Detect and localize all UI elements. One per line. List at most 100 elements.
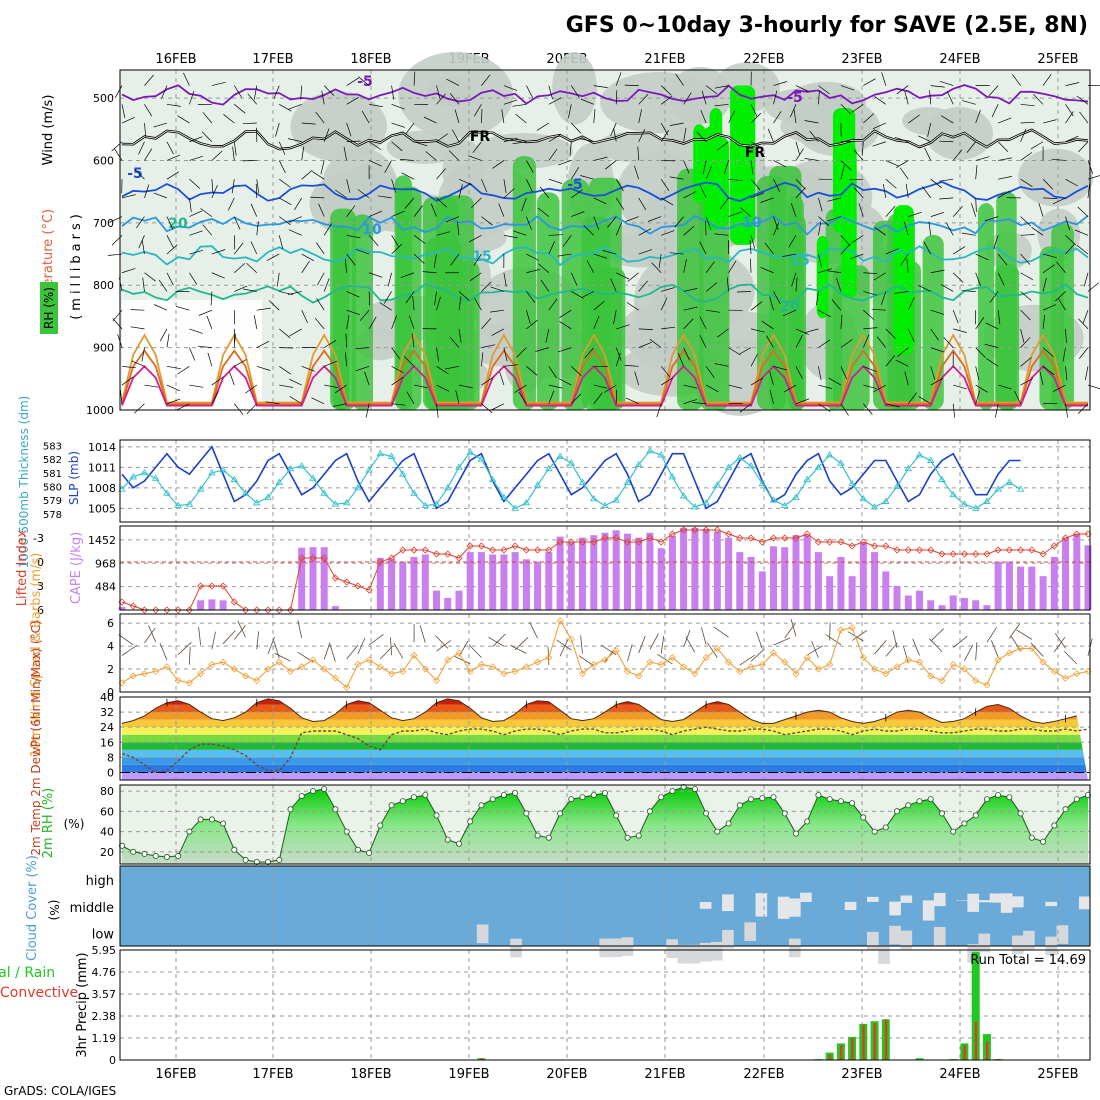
upper-air-panel: -5FR-5101520-5FR-51015205006007008009001… bbox=[86, 51, 1100, 441]
wind-barb bbox=[750, 353, 758, 367]
thickness-point bbox=[286, 464, 295, 472]
wind-barb bbox=[503, 347, 508, 362]
wind-barb bbox=[276, 272, 280, 287]
cape-bar bbox=[331, 606, 339, 610]
wind-barb bbox=[1065, 135, 1079, 143]
cape-bar bbox=[601, 532, 609, 610]
precip-conv-bar bbox=[974, 1021, 978, 1060]
rh-bright-core bbox=[717, 137, 729, 228]
rh-gray-patch bbox=[600, 71, 718, 134]
wind-barb bbox=[683, 259, 687, 273]
wind-speed-point bbox=[477, 660, 486, 669]
wind-barb bbox=[863, 327, 878, 330]
rh-point bbox=[455, 840, 462, 847]
wind-barb bbox=[660, 178, 670, 191]
surface-wind-barb bbox=[885, 642, 898, 657]
wind-barb bbox=[265, 401, 280, 405]
lifted-index-point bbox=[545, 546, 553, 554]
wind-barb bbox=[153, 192, 168, 199]
wind-barb bbox=[434, 291, 437, 306]
wind-barb bbox=[930, 366, 936, 380]
wind-barb bbox=[539, 186, 550, 199]
rh-bright-core bbox=[730, 85, 756, 245]
wind-barb bbox=[548, 366, 557, 379]
thickness-point bbox=[612, 496, 621, 503]
panel-frame bbox=[119, 439, 1091, 523]
rh-point bbox=[725, 820, 732, 827]
cloud-low-clear bbox=[688, 944, 701, 964]
top-date-labels: 16FEB17FEB18FEB19FEB20FEB21FEB22FEB23FEB… bbox=[155, 52, 1078, 67]
wind-barb bbox=[256, 307, 271, 311]
wind-barb bbox=[1020, 272, 1033, 281]
wind-barb bbox=[714, 233, 729, 236]
cloud-mid-clear bbox=[789, 898, 801, 917]
cloud-low-clear bbox=[1012, 935, 1024, 955]
cape-bar bbox=[1062, 537, 1069, 610]
wind-barb bbox=[568, 104, 572, 119]
rh-point bbox=[264, 859, 271, 866]
wind-barb bbox=[234, 359, 247, 367]
wind-barb bbox=[436, 366, 449, 375]
lifted-index-point bbox=[298, 554, 306, 562]
thickness-point bbox=[938, 475, 946, 483]
rh-point bbox=[388, 802, 395, 809]
wind-barb bbox=[384, 291, 392, 304]
contour-label: 15 bbox=[472, 249, 491, 265]
slp-tick-label: 1005 bbox=[88, 502, 116, 515]
wind-barb bbox=[593, 109, 596, 124]
thickness-point bbox=[994, 485, 1002, 492]
wind-barb bbox=[1042, 253, 1057, 259]
wind-barb bbox=[548, 85, 553, 100]
wind-barb bbox=[767, 128, 774, 142]
lifted-index-point bbox=[904, 546, 912, 554]
wind-barb bbox=[674, 216, 684, 228]
wind-speed-point bbox=[601, 656, 609, 664]
wind-barb bbox=[783, 384, 797, 393]
slp-series-line bbox=[121, 445, 1021, 510]
wind-barb bbox=[984, 216, 999, 222]
rh-2m-panel: 20 40 60 80 (%) bbox=[64, 784, 1092, 866]
wind-barb bbox=[1076, 95, 1089, 105]
wind-barb bbox=[131, 360, 145, 367]
surface-wind-barb bbox=[458, 640, 469, 657]
bottom-date-labels: 16FEB 17FEB 18FEB 19FEB 20FEB 21FEB 22FEB 23FEB… bbox=[155, 1067, 1078, 1082]
wind-barb bbox=[896, 85, 909, 95]
cape-bar bbox=[612, 530, 620, 610]
cape-bar bbox=[702, 528, 710, 610]
cape-bar bbox=[1005, 561, 1013, 610]
rh-gray-patch bbox=[596, 132, 668, 162]
thickness-tick-label: 583 bbox=[43, 441, 62, 452]
wind-barb bbox=[207, 352, 213, 367]
wind-barb bbox=[458, 296, 462, 311]
cloud-low-clear bbox=[867, 931, 879, 951]
wind-barb bbox=[413, 235, 426, 244]
bottom-date-label: 22FEB bbox=[743, 1067, 784, 1082]
wind-barb bbox=[141, 240, 145, 255]
wind-barb bbox=[615, 197, 625, 210]
wind-barb bbox=[788, 235, 797, 248]
precip-tick-label: 1.19 bbox=[92, 1032, 117, 1045]
rh-point bbox=[916, 798, 923, 805]
surface-wind-barb bbox=[750, 648, 765, 662]
cape-bar bbox=[691, 527, 699, 610]
wind-speed-point bbox=[410, 651, 418, 659]
wind-barb bbox=[885, 205, 896, 217]
wind-barb bbox=[602, 250, 617, 255]
wind-barb bbox=[301, 146, 305, 161]
surface-wind-barb bbox=[434, 635, 449, 649]
wind-barb bbox=[1020, 103, 1035, 107]
wind-barb bbox=[324, 384, 339, 388]
wind-barb bbox=[144, 184, 150, 199]
thickness-point bbox=[983, 497, 991, 504]
rh-green-column bbox=[699, 177, 730, 410]
lifted-index-point bbox=[972, 550, 980, 558]
wind-barb bbox=[406, 391, 415, 404]
wind-barb bbox=[368, 210, 383, 217]
thickness-point bbox=[185, 500, 194, 507]
wind-speed-point bbox=[769, 649, 778, 657]
wind-speed-point bbox=[500, 670, 508, 678]
thickness-point bbox=[949, 490, 958, 498]
surface-wind-barb bbox=[1053, 636, 1066, 652]
wind-barb bbox=[279, 366, 291, 375]
